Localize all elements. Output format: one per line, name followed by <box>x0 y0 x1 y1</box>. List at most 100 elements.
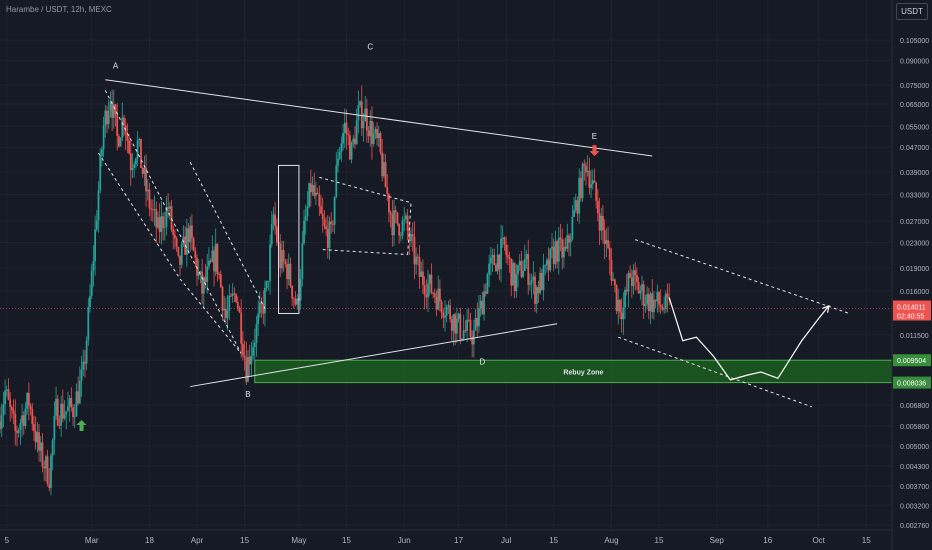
candle-body <box>102 125 105 150</box>
candle-body <box>396 212 399 224</box>
candle-body <box>590 184 592 188</box>
candle-body <box>355 120 358 145</box>
candle-body <box>34 431 37 443</box>
candle-body <box>474 317 477 331</box>
candle-body <box>60 403 63 426</box>
time-tick-label: Mar <box>85 536 99 545</box>
candle-body <box>471 336 474 345</box>
candle-body <box>252 347 254 356</box>
candle-body <box>90 270 93 296</box>
candle-body <box>99 155 102 191</box>
dashed-trendline <box>618 336 813 408</box>
time-tick-label: 15 <box>342 536 351 545</box>
price-tick-label: 0.105000 <box>900 38 929 45</box>
candle-body <box>204 277 207 282</box>
candle-body <box>138 138 141 141</box>
candle-body <box>36 432 39 443</box>
candle-body <box>503 237 506 245</box>
candle-body <box>89 295 91 308</box>
candle-body <box>579 177 582 199</box>
time-axis[interactable]: 5 Mar 18 Apr 15 May 15 Jun 17 Jul 15 Aug 15 Sep 16 Oct 1… <box>0 529 892 545</box>
projection-arrowhead <box>822 304 830 313</box>
candle-body <box>372 133 375 144</box>
candle-body <box>348 135 351 160</box>
candle-body <box>123 117 125 126</box>
candle-body <box>624 289 626 308</box>
candle-body <box>367 130 370 137</box>
candle-body <box>65 411 68 415</box>
time-tick-label: Sep <box>710 536 725 545</box>
candle-body <box>450 319 453 331</box>
candle-body <box>445 306 448 316</box>
candle-body <box>33 424 35 432</box>
candle-body <box>315 192 317 196</box>
candle-body <box>29 405 32 409</box>
candle-body <box>564 246 567 249</box>
candle-body <box>523 259 526 271</box>
candle-body <box>656 291 659 302</box>
currency-button[interactable]: USDT <box>896 3 928 20</box>
candle-body <box>444 315 446 318</box>
price-tick-label: 0.065000 <box>900 102 929 109</box>
candle-body <box>578 177 581 214</box>
candle-body <box>595 182 598 201</box>
candle-body <box>505 244 508 255</box>
candle-body <box>551 246 553 249</box>
candle-body <box>213 250 215 272</box>
candle-body <box>177 246 180 256</box>
candle-body <box>328 221 331 249</box>
candle-body <box>9 399 12 408</box>
candle-body <box>107 110 110 125</box>
time-tick-label: May <box>291 536 306 545</box>
candle-body <box>133 164 136 168</box>
candle-body <box>340 143 343 152</box>
candle-body <box>165 207 168 227</box>
candle-body <box>299 278 302 301</box>
price-tick-label: 0.002760 <box>900 523 929 530</box>
candle-body <box>454 314 457 334</box>
candle-body <box>415 256 418 265</box>
candle-body <box>433 293 436 297</box>
candle-body <box>613 279 616 286</box>
wave-label-a: A <box>113 61 119 70</box>
candle-body <box>573 209 575 217</box>
candle-body <box>354 138 356 145</box>
candle-body <box>308 183 311 207</box>
candle-body <box>663 308 666 310</box>
candle-body <box>520 261 523 277</box>
candle-body <box>506 254 509 258</box>
candle-body <box>318 193 321 207</box>
candle-body <box>661 307 664 310</box>
candle-body <box>151 209 154 211</box>
candle-body <box>224 308 227 319</box>
candle-body <box>146 189 149 192</box>
candle-body <box>435 296 438 310</box>
candle-body <box>243 355 246 358</box>
candle-body <box>602 215 604 231</box>
price-tick-label: 0.011500 <box>900 333 929 340</box>
wave-label-b: B <box>245 390 250 399</box>
candle-body <box>245 357 248 382</box>
candle-body <box>38 432 40 451</box>
candle-body <box>296 298 299 305</box>
candle-body <box>362 121 365 129</box>
candle-body <box>410 234 412 242</box>
candle-body <box>55 398 57 416</box>
candle-body <box>41 442 44 467</box>
candle-body <box>478 308 480 327</box>
candle-body <box>430 274 433 293</box>
candle-body <box>73 416 76 418</box>
candle-body <box>168 206 171 209</box>
candle-body <box>85 340 88 364</box>
candle-body <box>289 263 292 286</box>
price-axis[interactable]: 0.105000 0.090000 0.075000 0.065000 0.055000… <box>891 0 932 550</box>
candle-body <box>596 200 599 214</box>
candle-body <box>634 270 637 275</box>
candle-body <box>119 138 122 147</box>
dashed-trendline <box>98 152 181 280</box>
candle-body <box>80 369 83 381</box>
candle-body <box>484 291 487 294</box>
candle-body <box>194 250 197 258</box>
candle-body <box>488 263 491 275</box>
